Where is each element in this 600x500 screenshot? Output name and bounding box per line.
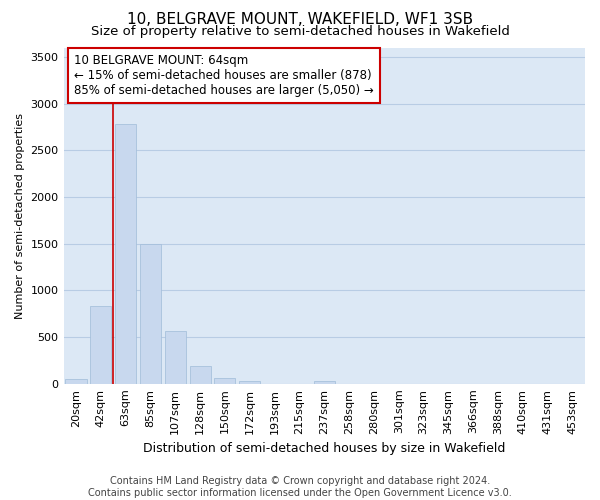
- Text: Size of property relative to semi-detached houses in Wakefield: Size of property relative to semi-detach…: [91, 25, 509, 38]
- Bar: [239, 381, 260, 384]
- Y-axis label: Number of semi-detached properties: Number of semi-detached properties: [15, 112, 25, 318]
- Bar: [65, 378, 86, 384]
- Bar: [140, 244, 161, 384]
- Text: Contains HM Land Registry data © Crown copyright and database right 2024.
Contai: Contains HM Land Registry data © Crown c…: [88, 476, 512, 498]
- Bar: [90, 306, 112, 384]
- Text: 10, BELGRAVE MOUNT, WAKEFIELD, WF1 3SB: 10, BELGRAVE MOUNT, WAKEFIELD, WF1 3SB: [127, 12, 473, 28]
- Text: 10 BELGRAVE MOUNT: 64sqm
← 15% of semi-detached houses are smaller (878)
85% of : 10 BELGRAVE MOUNT: 64sqm ← 15% of semi-d…: [74, 54, 374, 97]
- Bar: [190, 366, 211, 384]
- Bar: [165, 332, 186, 384]
- X-axis label: Distribution of semi-detached houses by size in Wakefield: Distribution of semi-detached houses by …: [143, 442, 505, 455]
- Bar: [314, 382, 335, 384]
- Bar: [214, 378, 235, 384]
- Bar: [115, 124, 136, 384]
